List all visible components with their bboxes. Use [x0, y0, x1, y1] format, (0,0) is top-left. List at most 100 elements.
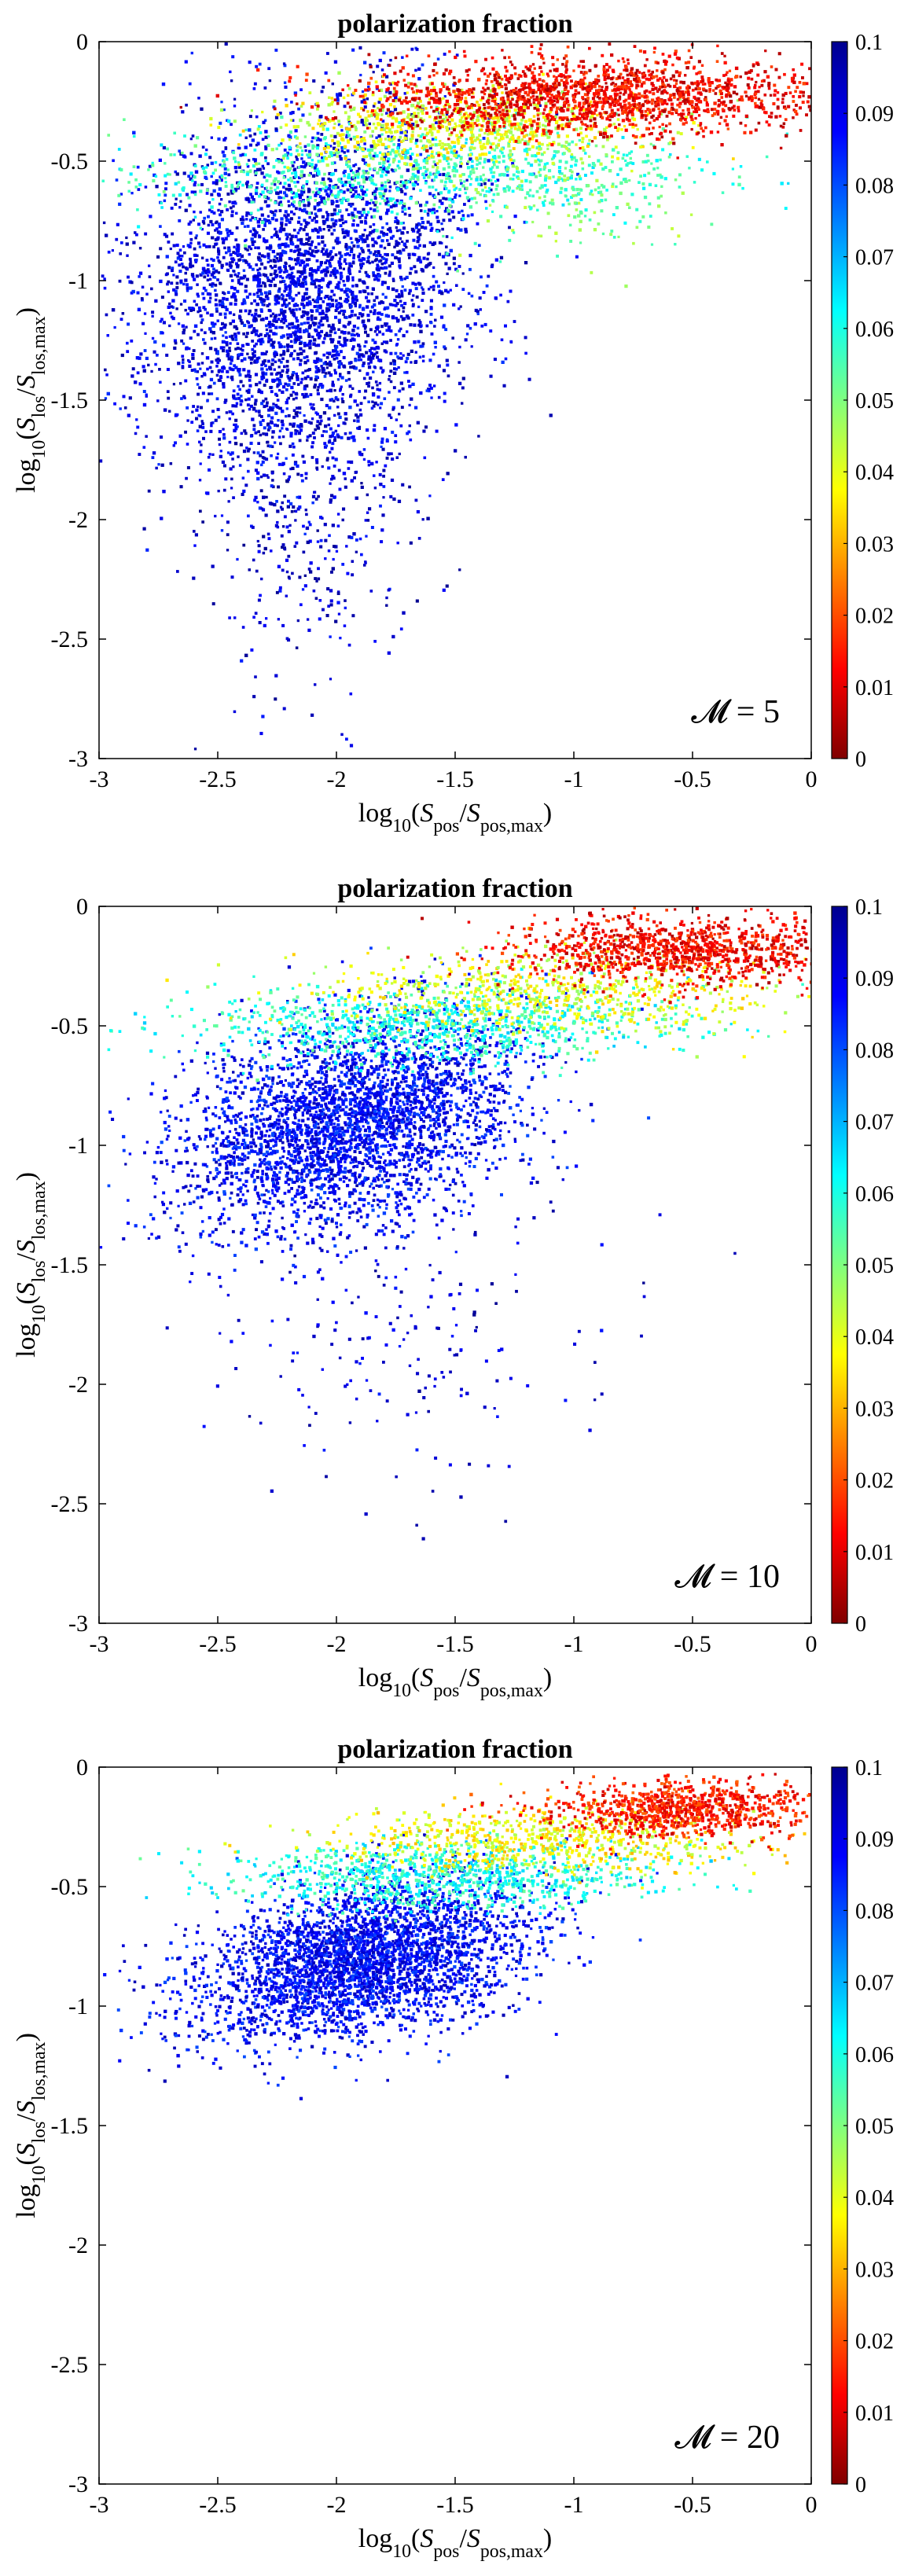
data-point — [544, 184, 547, 187]
data-point — [259, 267, 262, 270]
data-point — [538, 167, 542, 171]
data-point — [259, 732, 263, 736]
data-point — [281, 461, 285, 465]
data-point — [406, 239, 409, 243]
data-point — [409, 197, 413, 200]
data-point — [377, 259, 381, 263]
data-point — [255, 191, 259, 196]
data-point — [274, 183, 277, 186]
data-point — [261, 456, 265, 459]
data-point — [286, 156, 289, 160]
data-point — [308, 267, 313, 271]
data-point — [264, 130, 268, 134]
data-point — [579, 219, 582, 223]
data-point — [577, 214, 581, 218]
data-point — [402, 354, 405, 357]
data-point — [221, 164, 224, 167]
data-point — [416, 175, 420, 179]
data-point — [410, 266, 413, 270]
data-point — [242, 332, 245, 336]
data-point — [285, 428, 288, 431]
data-point — [244, 309, 248, 313]
data-point — [509, 177, 513, 181]
data-point — [264, 156, 267, 160]
data-point — [430, 321, 433, 325]
data-point — [344, 432, 347, 435]
data-point — [127, 275, 130, 279]
data-point — [277, 485, 280, 489]
data-point — [322, 156, 326, 160]
data-point — [282, 303, 286, 306]
data-point — [333, 413, 336, 417]
data-point — [415, 47, 419, 51]
data-point — [639, 175, 642, 178]
data-point — [308, 153, 312, 157]
data-point — [361, 197, 365, 200]
data-point — [552, 156, 555, 160]
data-point — [171, 299, 175, 303]
data-point — [340, 277, 343, 281]
data-point — [352, 193, 355, 197]
data-point — [335, 200, 339, 204]
data-point — [394, 168, 398, 172]
data-point — [333, 439, 336, 442]
data-point — [297, 337, 301, 341]
data-point — [248, 325, 252, 329]
data-point — [393, 299, 397, 303]
data-point — [435, 152, 439, 155]
data-point — [447, 189, 451, 193]
data-point — [187, 175, 191, 178]
data-point — [276, 252, 280, 256]
data-point — [215, 397, 219, 401]
data-point — [230, 375, 234, 379]
data-point — [212, 381, 216, 385]
data-point — [222, 464, 226, 468]
data-point — [262, 120, 266, 124]
data-point — [674, 178, 678, 182]
data-point — [431, 186, 435, 189]
data-point — [380, 174, 384, 178]
data-point — [482, 166, 485, 169]
data-point — [314, 322, 318, 325]
data-point — [457, 154, 461, 158]
data-point — [280, 171, 284, 175]
data-point — [285, 303, 289, 307]
data-point — [154, 175, 158, 178]
data-point — [351, 261, 355, 265]
data-point — [446, 472, 450, 476]
data-point — [317, 567, 320, 571]
data-point — [303, 249, 307, 253]
data-point — [406, 186, 409, 189]
data-point — [411, 382, 415, 386]
data-point — [355, 550, 358, 553]
data-point — [298, 406, 302, 410]
data-point — [386, 178, 390, 182]
data-point — [334, 315, 338, 319]
data-point — [172, 444, 175, 447]
data-point — [195, 234, 198, 237]
data-point — [345, 292, 349, 296]
data-point — [234, 423, 237, 426]
data-point — [155, 185, 159, 189]
data-point — [391, 253, 395, 257]
data-point — [330, 477, 333, 481]
data-point — [267, 67, 271, 71]
data-point — [279, 382, 282, 385]
data-point — [401, 56, 404, 59]
data-point — [667, 156, 671, 159]
data-point — [528, 172, 532, 176]
data-point — [290, 322, 294, 326]
data-point — [403, 151, 407, 155]
data-point — [326, 215, 329, 219]
data-point — [383, 262, 387, 265]
data-point — [402, 222, 405, 225]
data-point — [370, 292, 373, 296]
data-point — [364, 389, 368, 393]
data-point — [424, 204, 428, 207]
data-point — [299, 428, 303, 432]
data-point — [238, 133, 242, 137]
data-point — [295, 195, 299, 198]
data-point — [241, 384, 245, 388]
data-point — [357, 358, 360, 362]
data-point — [288, 475, 292, 479]
